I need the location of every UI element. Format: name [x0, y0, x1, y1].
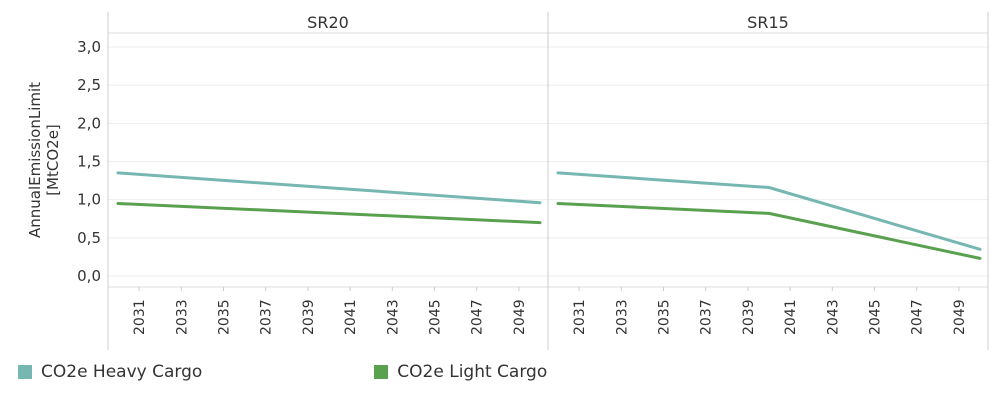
- x-tick-label: 2049: [512, 299, 528, 335]
- legend-item-heavy-cargo[interactable]: CO2e Heavy Cargo: [18, 362, 202, 382]
- series-line: [556, 202, 982, 260]
- x-tick-label: 2041: [783, 299, 799, 335]
- y-tick-label: 0,0: [77, 267, 101, 285]
- x-tick-label: 2035: [217, 299, 233, 335]
- legend-item-light-cargo[interactable]: CO2e Light Cargo: [374, 362, 547, 382]
- x-tick-label: 2047: [910, 299, 926, 335]
- x-tick-label: 2037: [259, 299, 275, 335]
- x-tick-label: 2037: [699, 299, 715, 335]
- y-tick-label: 1,5: [77, 153, 101, 171]
- panel-title: SR20: [307, 13, 349, 32]
- x-tick-label: 2041: [343, 299, 359, 335]
- x-tick-label: 2031: [132, 299, 148, 335]
- x-tick-label: 2047: [470, 299, 486, 335]
- legend: CO2e Heavy Cargo CO2e Light Cargo: [18, 362, 547, 382]
- y-tick-label: 3,0: [77, 38, 101, 56]
- series-line: [116, 171, 542, 205]
- x-tick-label: 2031: [572, 299, 588, 335]
- y-axis-label: AnnualEmissionLimit[MtCO2e]: [26, 82, 62, 238]
- x-tick-label: 2033: [174, 299, 190, 335]
- y-tick-label: 0,5: [77, 229, 101, 247]
- x-tick-label: 2043: [385, 299, 401, 335]
- x-tick-label: 2039: [741, 299, 757, 335]
- x-tick-label: 2049: [952, 299, 968, 335]
- series-line: [116, 202, 542, 225]
- legend-label-heavy-cargo: CO2e Heavy Cargo: [41, 362, 203, 382]
- legend-swatch-light-cargo: [374, 365, 389, 379]
- x-tick-label: 2045: [868, 299, 884, 335]
- legend-swatch-heavy-cargo: [18, 365, 32, 379]
- legend-label-light-cargo: CO2e Light Cargo: [397, 362, 548, 382]
- x-tick-label: 2045: [428, 299, 444, 335]
- x-tick-label: 2039: [301, 299, 317, 335]
- y-tick-label: 2,0: [77, 114, 101, 132]
- series-line: [556, 171, 982, 251]
- x-tick-label: 2033: [614, 299, 630, 335]
- y-tick-label: 1,0: [77, 191, 101, 209]
- x-tick-label: 2043: [825, 299, 841, 335]
- x-tick-label: 2035: [657, 299, 673, 335]
- panel-title: SR15: [747, 13, 789, 32]
- y-tick-label: 2,5: [77, 76, 101, 94]
